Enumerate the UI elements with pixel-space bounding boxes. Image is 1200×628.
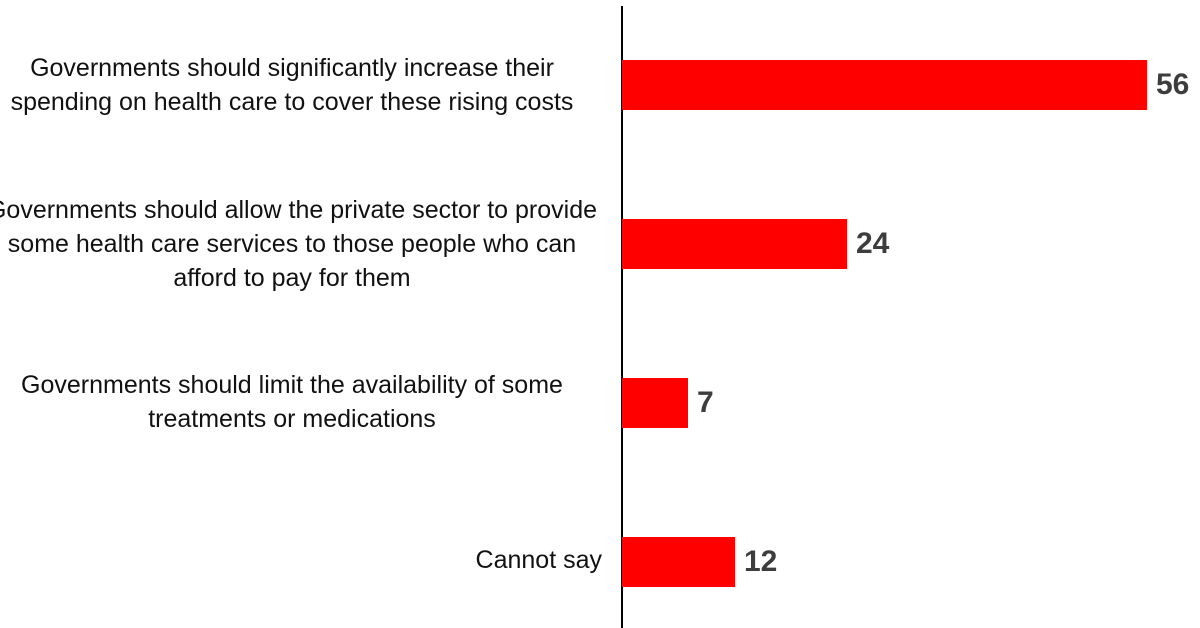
category-label: Governments should significantly increas… <box>10 54 574 116</box>
value-label: 24 <box>856 227 890 260</box>
bar <box>622 60 1147 110</box>
category-label: Governments should allow the private sec… <box>0 196 598 292</box>
bar <box>622 537 735 587</box>
category-label: Governments should limit the availabilit… <box>21 371 563 433</box>
category-label: Cannot say <box>475 546 602 574</box>
y-axis-line <box>621 6 623 628</box>
value-label: 56 <box>1156 68 1190 101</box>
bar <box>622 378 688 428</box>
bar <box>622 219 847 269</box>
value-label: 7 <box>697 386 714 419</box>
value-label: 12 <box>744 545 778 578</box>
